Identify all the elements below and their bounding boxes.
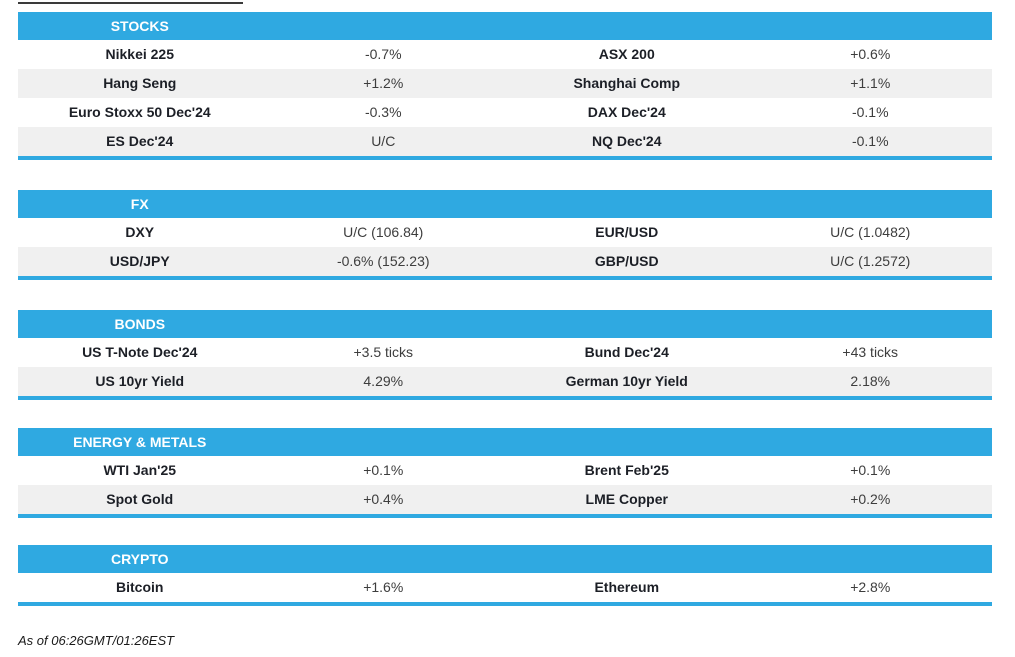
table-row: DXY U/C (106.84) EUR/USD U/C (1.0482) [18, 218, 992, 247]
instrument-label: EUR/USD [595, 224, 659, 240]
header-spacer [749, 12, 993, 40]
instrument-value: -0.3% [364, 104, 402, 120]
section-title: BONDS [114, 316, 166, 332]
instrument-value: +3.5 ticks [353, 344, 414, 360]
table-row: ES Dec'24 U/C NQ Dec'24 -0.1% [18, 127, 992, 156]
table-row: Spot Gold +0.4% LME Copper +0.2% [18, 485, 992, 514]
instrument-label: Euro Stoxx 50 Dec'24 [68, 104, 211, 120]
instrument-label: German 10yr Yield [565, 373, 688, 389]
instrument-value: 4.29% [363, 373, 404, 389]
instrument-value: +0.4% [363, 491, 404, 507]
instrument-value: U/C [371, 133, 396, 149]
instrument-label: NQ Dec'24 [592, 133, 662, 149]
header-spacer [505, 190, 749, 218]
table-row: USD/JPY -0.6% (152.23) GBP/USD U/C (1.25… [18, 247, 992, 276]
content-area: STOCKS Nikkei 225 -0.7% ASX 200 +0.6% Ha… [18, 2, 992, 648]
top-border-fragment [18, 2, 243, 4]
header-spacer [505, 12, 749, 40]
instrument-value: +1.2% [363, 75, 404, 91]
instrument-label: Spot Gold [106, 491, 174, 507]
header-spacer [262, 310, 506, 338]
header-spacer [505, 428, 749, 456]
instrument-value: -0.1% [851, 104, 889, 120]
instrument-label: Bund Dec'24 [584, 344, 669, 360]
section-header-energy-metals: ENERGY & METALS [18, 428, 992, 456]
header-spacer [262, 428, 506, 456]
section-header-crypto: CRYPTO [18, 545, 992, 573]
instrument-label: Brent Feb'25 [584, 462, 669, 478]
table-row: Bitcoin +1.6% Ethereum +2.8% [18, 573, 992, 602]
table-row: Hang Seng +1.2% Shanghai Comp +1.1% [18, 69, 992, 98]
table-row: Nikkei 225 -0.7% ASX 200 +0.6% [18, 40, 992, 69]
instrument-value: -0.1% [851, 133, 889, 149]
instrument-label: DAX Dec'24 [587, 104, 666, 120]
section-title: STOCKS [110, 18, 169, 34]
header-spacer [749, 428, 993, 456]
section-title: FX [130, 196, 149, 212]
header-spacer [749, 190, 993, 218]
instrument-value: -0.6% (152.23) [336, 253, 430, 269]
header-spacer [749, 545, 993, 573]
table-row: Euro Stoxx 50 Dec'24 -0.3% DAX Dec'24 -0… [18, 98, 992, 127]
instrument-label: US 10yr Yield [95, 373, 185, 389]
instrument-value: +0.1% [363, 462, 404, 478]
instrument-label: Ethereum [594, 579, 660, 595]
instrument-value: +1.6% [363, 579, 404, 595]
header-spacer [262, 545, 506, 573]
instrument-value: +0.6% [850, 46, 891, 62]
instrument-label: ES Dec'24 [106, 133, 174, 149]
bonds-section: BONDS US T-Note Dec'24 +3.5 ticks Bund D… [18, 310, 992, 400]
instrument-label: Nikkei 225 [105, 46, 175, 62]
instrument-label: DXY [125, 224, 155, 240]
instrument-label: GBP/USD [594, 253, 659, 269]
instrument-value: +0.2% [850, 491, 891, 507]
energy-metals-section: ENERGY & METALS WTI Jan'25 +0.1% Brent F… [18, 428, 992, 518]
header-spacer [749, 310, 993, 338]
timestamp-note: As of 06:26GMT/01:26EST [18, 633, 175, 648]
section-title: CRYPTO [110, 551, 169, 567]
instrument-label: ASX 200 [598, 46, 655, 62]
instrument-value: +0.1% [850, 462, 891, 478]
table-row: WTI Jan'25 +0.1% Brent Feb'25 +0.1% [18, 456, 992, 485]
stocks-section: STOCKS Nikkei 225 -0.7% ASX 200 +0.6% Ha… [18, 12, 992, 160]
section-title: ENERGY & METALS [73, 434, 207, 450]
instrument-label: Shanghai Comp [573, 75, 681, 91]
instrument-label: Bitcoin [116, 579, 164, 595]
header-spacer [262, 190, 506, 218]
instrument-value: +43 ticks [842, 344, 899, 360]
instrument-label: US T-Note Dec'24 [82, 344, 198, 360]
section-header-fx: FX [18, 190, 992, 218]
instrument-label: USD/JPY [109, 253, 170, 269]
instrument-label: LME Copper [585, 491, 668, 507]
section-header-bonds: BONDS [18, 310, 992, 338]
header-spacer [505, 545, 749, 573]
instrument-value: U/C (106.84) [343, 224, 424, 240]
instrument-value: +1.1% [850, 75, 891, 91]
section-header-stocks: STOCKS [18, 12, 992, 40]
table-row: US 10yr Yield 4.29% German 10yr Yield 2.… [18, 367, 992, 396]
instrument-value: 2.18% [850, 373, 891, 389]
instrument-value: U/C (1.2572) [830, 253, 911, 269]
instrument-label: Hang Seng [103, 75, 177, 91]
header-spacer [262, 12, 506, 40]
instrument-value: U/C (1.0482) [830, 224, 911, 240]
instrument-value: +2.8% [850, 579, 891, 595]
instrument-value: -0.7% [364, 46, 402, 62]
instrument-label: WTI Jan'25 [103, 462, 177, 478]
table-row: US T-Note Dec'24 +3.5 ticks Bund Dec'24 … [18, 338, 992, 367]
header-spacer [505, 310, 749, 338]
fx-section: FX DXY U/C (106.84) EUR/USD U/C (1.0482)… [18, 190, 992, 280]
crypto-section: CRYPTO Bitcoin +1.6% Ethereum +2.8% [18, 545, 992, 606]
